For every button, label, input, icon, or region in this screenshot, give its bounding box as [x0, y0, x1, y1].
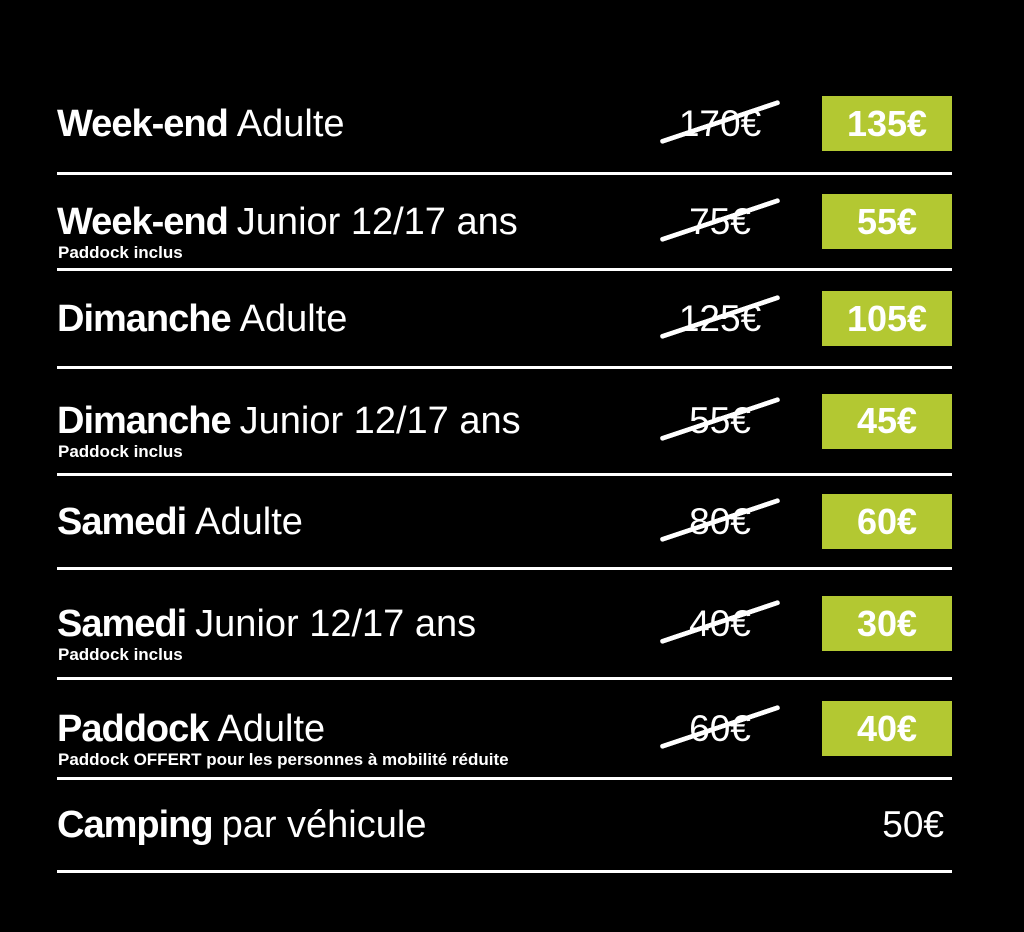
price-row-camping: Camping par véhicule 50€ — [57, 780, 952, 873]
old-price-text: 125€ — [678, 297, 762, 339]
row-subtitle: Paddock OFFERT pour les personnes à mobi… — [58, 749, 509, 769]
discount-price-badge: 45€ — [822, 393, 952, 449]
old-price-text: 80€ — [689, 500, 751, 542]
row-subtitle: Paddock inclus — [58, 242, 183, 262]
old-price: 75€ — [635, 197, 805, 243]
discount-price-badge: 30€ — [822, 596, 952, 651]
row-title-rest: Junior 12/17 ans — [195, 602, 477, 645]
price-row-dimanche-adulte: Dimanche Adulte 125€ 105€ — [57, 271, 952, 369]
row-title-bold: Samedi — [57, 500, 187, 543]
row-title-rest: Adulte — [236, 102, 345, 145]
old-price: 55€ — [635, 396, 805, 442]
discount-price-badge: 135€ — [822, 96, 952, 151]
row-title-bold: Dimanche — [57, 400, 232, 442]
row-title: Week-end Adulte — [57, 104, 635, 144]
price-table: Week-end Adulte 170€ 135€ Week-end Junior … — [57, 75, 952, 873]
old-price: 170€ — [635, 99, 805, 145]
price-row-weekend-adulte: Week-end Adulte 170€ 135€ — [57, 75, 952, 175]
row-subtitle: Paddock inclus — [58, 442, 183, 461]
row-title-bold: Week-end — [57, 102, 229, 145]
row-title-bold: Samedi — [57, 602, 187, 645]
row-title-rest: Adulte — [195, 500, 303, 543]
old-price-text: 40€ — [689, 602, 751, 644]
price-row-weekend-junior: Week-end Junior 12/17 ans Paddock inclus … — [57, 175, 952, 271]
old-price: 40€ — [635, 599, 805, 645]
discount-price-badge: 40€ — [822, 701, 952, 756]
row-title-rest: Junior 12/17 ans — [239, 400, 521, 442]
row-title-rest: Adulte — [239, 297, 348, 340]
price-text: 50€ — [882, 804, 944, 845]
old-price: 80€ — [635, 497, 805, 543]
row-title-bold: Paddock — [57, 707, 209, 750]
old-price: 125€ — [635, 294, 805, 340]
row-title-rest: Junior 12/17 ans — [236, 200, 518, 243]
row-title-bold: Week-end — [57, 200, 229, 243]
row-title: Week-end Junior 12/17 ans Paddock inclus — [57, 200, 635, 262]
price-row-samedi-adulte: Samedi Adulte 80€ 60€ — [57, 476, 952, 570]
row-title-bold: Camping — [57, 804, 214, 846]
discount-price-badge: 55€ — [822, 194, 952, 249]
old-price-text: 170€ — [678, 102, 762, 144]
old-price: 60€ — [635, 704, 805, 750]
row-subtitle: Paddock inclus — [58, 644, 183, 664]
row-title-bold: Dimanche — [57, 297, 232, 340]
row-title-rest: par véhicule — [221, 804, 427, 846]
price-row-dimanche-junior: Dimanche Junior 12/17 ans Paddock inclus … — [57, 369, 952, 476]
old-price-text: 60€ — [689, 707, 751, 749]
row-title: Dimanche Junior 12/17 ans Paddock inclus — [57, 400, 635, 461]
old-price-text: 55€ — [689, 400, 751, 441]
old-price-text: 75€ — [689, 200, 751, 242]
row-title: Paddock Adulte Paddock OFFERT pour les pe… — [57, 707, 635, 769]
row-title: Camping par véhicule — [57, 805, 805, 845]
discount-price-badge: 105€ — [822, 291, 952, 346]
row-title: Dimanche Adulte — [57, 299, 635, 339]
price-row-paddock-adulte: Paddock Adulte Paddock OFFERT pour les pe… — [57, 680, 952, 780]
row-title: Samedi Adulte — [57, 502, 635, 542]
discount-price-badge: 60€ — [822, 494, 952, 549]
row-title: Samedi Junior 12/17 ans Paddock inclus — [57, 602, 635, 664]
row-title-rest: Adulte — [217, 707, 326, 750]
price-row-samedi-junior: Samedi Junior 12/17 ans Paddock inclus 40… — [57, 570, 952, 680]
